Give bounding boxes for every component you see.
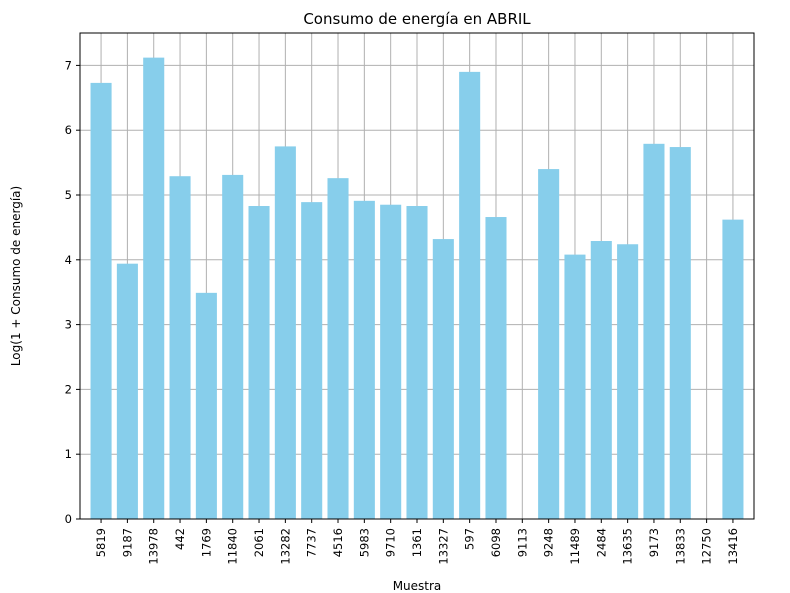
x-tick-label: 11840: [226, 528, 240, 565]
bar: [722, 219, 744, 519]
y-tick-label: 0: [65, 512, 72, 526]
x-tick-label: 11489: [568, 528, 582, 565]
bar: [169, 176, 191, 519]
x-tick-label: 13327: [436, 528, 450, 565]
x-tick-label: 13635: [621, 528, 635, 565]
bar: [327, 178, 349, 520]
y-tick-label: 1: [65, 447, 72, 461]
x-tick-label: 9113: [515, 528, 529, 557]
bar: [485, 217, 507, 520]
x-tick-label: 2484: [594, 528, 608, 557]
x-tick-label: 9187: [120, 528, 134, 557]
x-tick-label: 5983: [357, 528, 371, 557]
bar: [669, 147, 691, 519]
bar: [432, 239, 454, 519]
y-axis-label: Log(1 + Consumo de energía): [9, 186, 23, 366]
x-tick-label: 4516: [331, 528, 345, 557]
x-tick-label: 9173: [647, 528, 661, 557]
bar: [353, 200, 375, 519]
bar: [222, 174, 244, 520]
x-tick-label: 2061: [252, 528, 266, 557]
bar: [116, 263, 138, 519]
x-axis-label: Muestra: [393, 579, 442, 593]
x-tick-label: 13416: [726, 528, 740, 565]
bar: [406, 206, 428, 520]
bar: [643, 143, 665, 520]
x-tick-label: 5819: [94, 528, 108, 557]
x-tick-label: 7737: [305, 528, 319, 557]
x-tick-label: 1769: [199, 528, 213, 557]
bar: [538, 169, 560, 519]
x-tick-label: 13282: [278, 528, 292, 565]
x-tick-label: 597: [463, 528, 477, 550]
bar: [590, 241, 612, 519]
y-tick-label: 7: [65, 58, 72, 72]
bar: [274, 146, 296, 519]
y-tick-label: 5: [65, 188, 72, 202]
x-tick-label: 12750: [700, 528, 714, 565]
bar: [564, 254, 586, 519]
axis-ticks: 5819 9187 13978 442 1769 11840 2061 13282 7737 45…: [65, 58, 740, 564]
x-tick-label: 13978: [147, 528, 161, 565]
x-tick-label: 442: [173, 528, 187, 550]
bar: [380, 204, 402, 519]
bar: [617, 244, 639, 520]
y-tick-label: 2: [65, 382, 72, 396]
bar: [195, 292, 217, 519]
bar: [143, 57, 165, 520]
chart-title: Consumo de energía en ABRIL: [303, 10, 531, 28]
x-tick-label: 1361: [410, 528, 424, 557]
x-tick-label: 9710: [384, 528, 398, 557]
y-tick-label: 3: [65, 318, 72, 332]
bar: [248, 206, 270, 520]
y-tick-label: 6: [65, 123, 72, 137]
x-tick-label: 6098: [489, 528, 503, 557]
bar: [90, 82, 112, 519]
bars: [90, 57, 744, 520]
y-tick-label: 4: [65, 253, 72, 267]
bar: [459, 71, 481, 519]
bar: [301, 202, 323, 520]
x-tick-label: 13833: [673, 528, 687, 565]
x-tick-label: 9248: [542, 528, 556, 557]
